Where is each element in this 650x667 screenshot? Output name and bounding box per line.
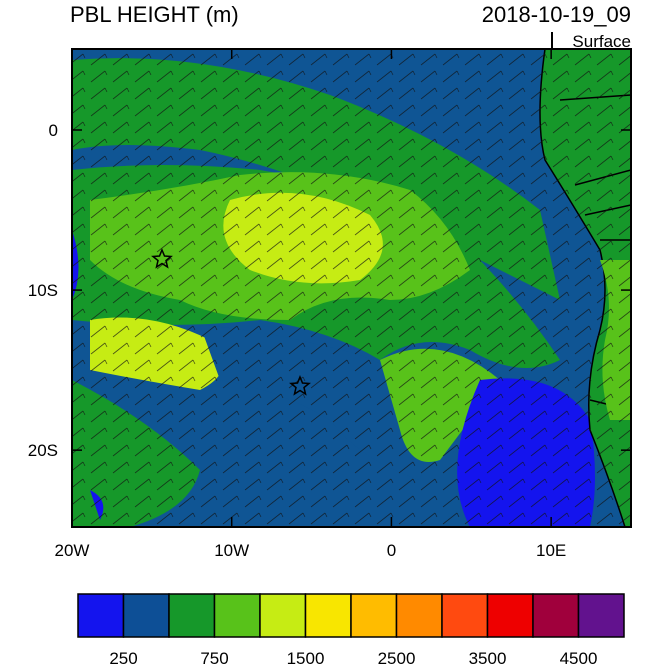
colorbar-label: 4500 — [560, 649, 598, 667]
colorbar-label: 750 — [200, 649, 228, 667]
colorbar-box — [395, 593, 443, 638]
x-tick-label: 10E — [536, 541, 566, 560]
level-label: Surface — [572, 32, 631, 51]
colorbar-box — [441, 593, 489, 638]
station-star — [151, 248, 173, 269]
y-tick-label: 0 — [49, 121, 58, 140]
colorbar-label: 1500 — [287, 649, 325, 667]
plot-frame — [71, 48, 632, 528]
colorbar-box — [577, 593, 625, 638]
time-label: 2018-10-19_09 — [482, 2, 631, 27]
y-tick-label: 10S — [28, 281, 58, 300]
title: PBL HEIGHT (m) — [70, 2, 239, 27]
colorbar-box — [486, 593, 534, 638]
colorbar-box — [532, 593, 580, 638]
y-tick-label: 20S — [28, 441, 58, 460]
colorbar-box — [259, 593, 307, 638]
colorbar-box — [350, 593, 398, 638]
colorbar-label: 3500 — [469, 649, 507, 667]
colorbar-box — [304, 593, 352, 638]
field — [72, 49, 631, 527]
colorbar-box — [213, 593, 261, 638]
station-star — [289, 375, 311, 396]
x-tick-label: 10W — [214, 541, 249, 560]
colorbar-box — [77, 593, 125, 638]
colorbar-label: 250 — [109, 649, 137, 667]
x-tick-label: 20W — [55, 541, 90, 560]
x-tick-label: 0 — [387, 541, 396, 560]
colorbar-box — [168, 593, 216, 638]
colorbar-box — [122, 593, 170, 638]
colorbar-label: 2500 — [378, 649, 416, 667]
wind-barbs — [72, 49, 631, 527]
